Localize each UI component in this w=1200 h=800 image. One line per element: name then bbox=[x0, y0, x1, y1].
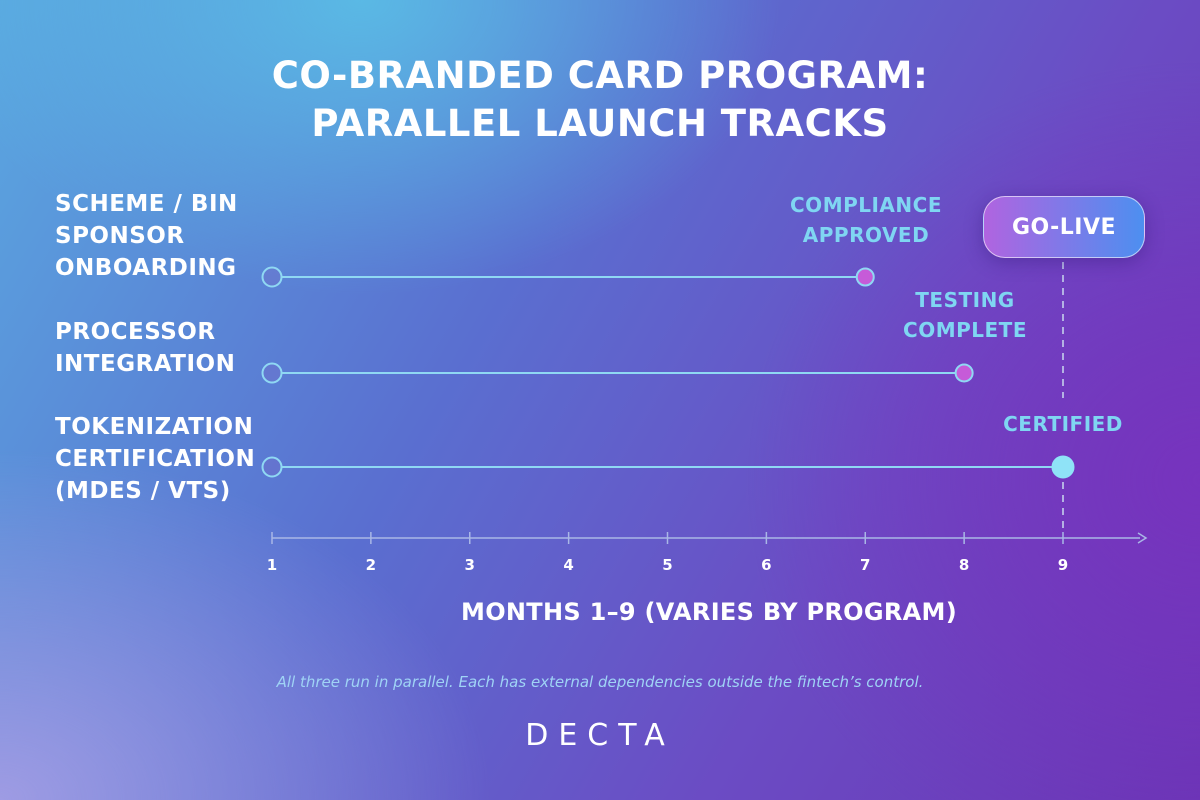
x-tick-label: 4 bbox=[563, 556, 573, 574]
track-label-processor: PROCESSOR INTEGRATION bbox=[55, 316, 285, 380]
tracks-layer bbox=[261, 262, 1075, 532]
milestone-compliance-approved: COMPLIANCE APPROVED bbox=[790, 190, 942, 250]
x-tick-label: 2 bbox=[366, 556, 376, 574]
milestone-testing-complete: TESTING COMPLETE bbox=[903, 285, 1027, 345]
x-axis-label: MONTHS 1–9 (VARIES BY PROGRAM) bbox=[461, 598, 957, 626]
track-end-marker bbox=[1051, 455, 1075, 479]
milestone-line: TESTING bbox=[915, 288, 1015, 312]
track-label-line: INTEGRATION bbox=[55, 351, 236, 377]
x-axis-arrow bbox=[1137, 532, 1148, 544]
x-tick-label: 9 bbox=[1058, 556, 1068, 574]
footnote: All three run in parallel. Each has exte… bbox=[276, 673, 924, 691]
go-live-badge: GO-LIVE bbox=[983, 196, 1145, 258]
x-tick-label: 6 bbox=[761, 556, 771, 574]
track-label-scheme-bin: SCHEME / BIN SPONSOR ONBOARDING bbox=[55, 188, 285, 284]
chart-title-line-1: CO-BRANDED CARD PROGRAM: bbox=[271, 54, 929, 97]
track-label-line: TOKENIZATION bbox=[55, 414, 254, 440]
track-label-line: PROCESSOR bbox=[55, 319, 216, 345]
track-end-marker bbox=[954, 363, 974, 383]
track-label-line: (MDES / VTS) bbox=[55, 478, 231, 504]
track-label-line: CERTIFICATION bbox=[55, 446, 256, 472]
x-tick-label: 1 bbox=[267, 556, 277, 574]
x-tick-label: 8 bbox=[959, 556, 969, 574]
track-label-line: SCHEME / BIN bbox=[55, 191, 238, 217]
chart-title-line-2: PARALLEL LAUNCH TRACKS bbox=[311, 102, 889, 145]
decta-logo: DECTA bbox=[525, 718, 675, 753]
track-start-marker bbox=[261, 456, 283, 478]
milestone-line: COMPLETE bbox=[903, 318, 1027, 342]
milestone-line: APPROVED bbox=[802, 223, 930, 247]
milestone-line: CERTIFIED bbox=[1003, 412, 1123, 436]
track-label-line: ONBOARDING bbox=[55, 255, 237, 281]
track-end-marker bbox=[855, 267, 875, 287]
milestone-certified: CERTIFIED bbox=[1003, 409, 1123, 439]
x-axis: 1 2 3 4 5 6 7 8 9 bbox=[267, 532, 1148, 574]
x-tick-label: 7 bbox=[860, 556, 870, 574]
chart-title: CO-BRANDED CARD PROGRAM: PARALLEL LAUNCH… bbox=[0, 52, 1200, 148]
milestone-line: COMPLIANCE bbox=[790, 193, 942, 217]
x-tick-label: 5 bbox=[662, 556, 672, 574]
track-label-tokenization: TOKENIZATION CERTIFICATION (MDES / VTS) bbox=[55, 411, 285, 507]
x-tick-label: 3 bbox=[465, 556, 475, 574]
track-start-marker bbox=[261, 362, 283, 384]
track-label-line: SPONSOR bbox=[55, 223, 185, 249]
track-start-marker bbox=[261, 266, 283, 288]
